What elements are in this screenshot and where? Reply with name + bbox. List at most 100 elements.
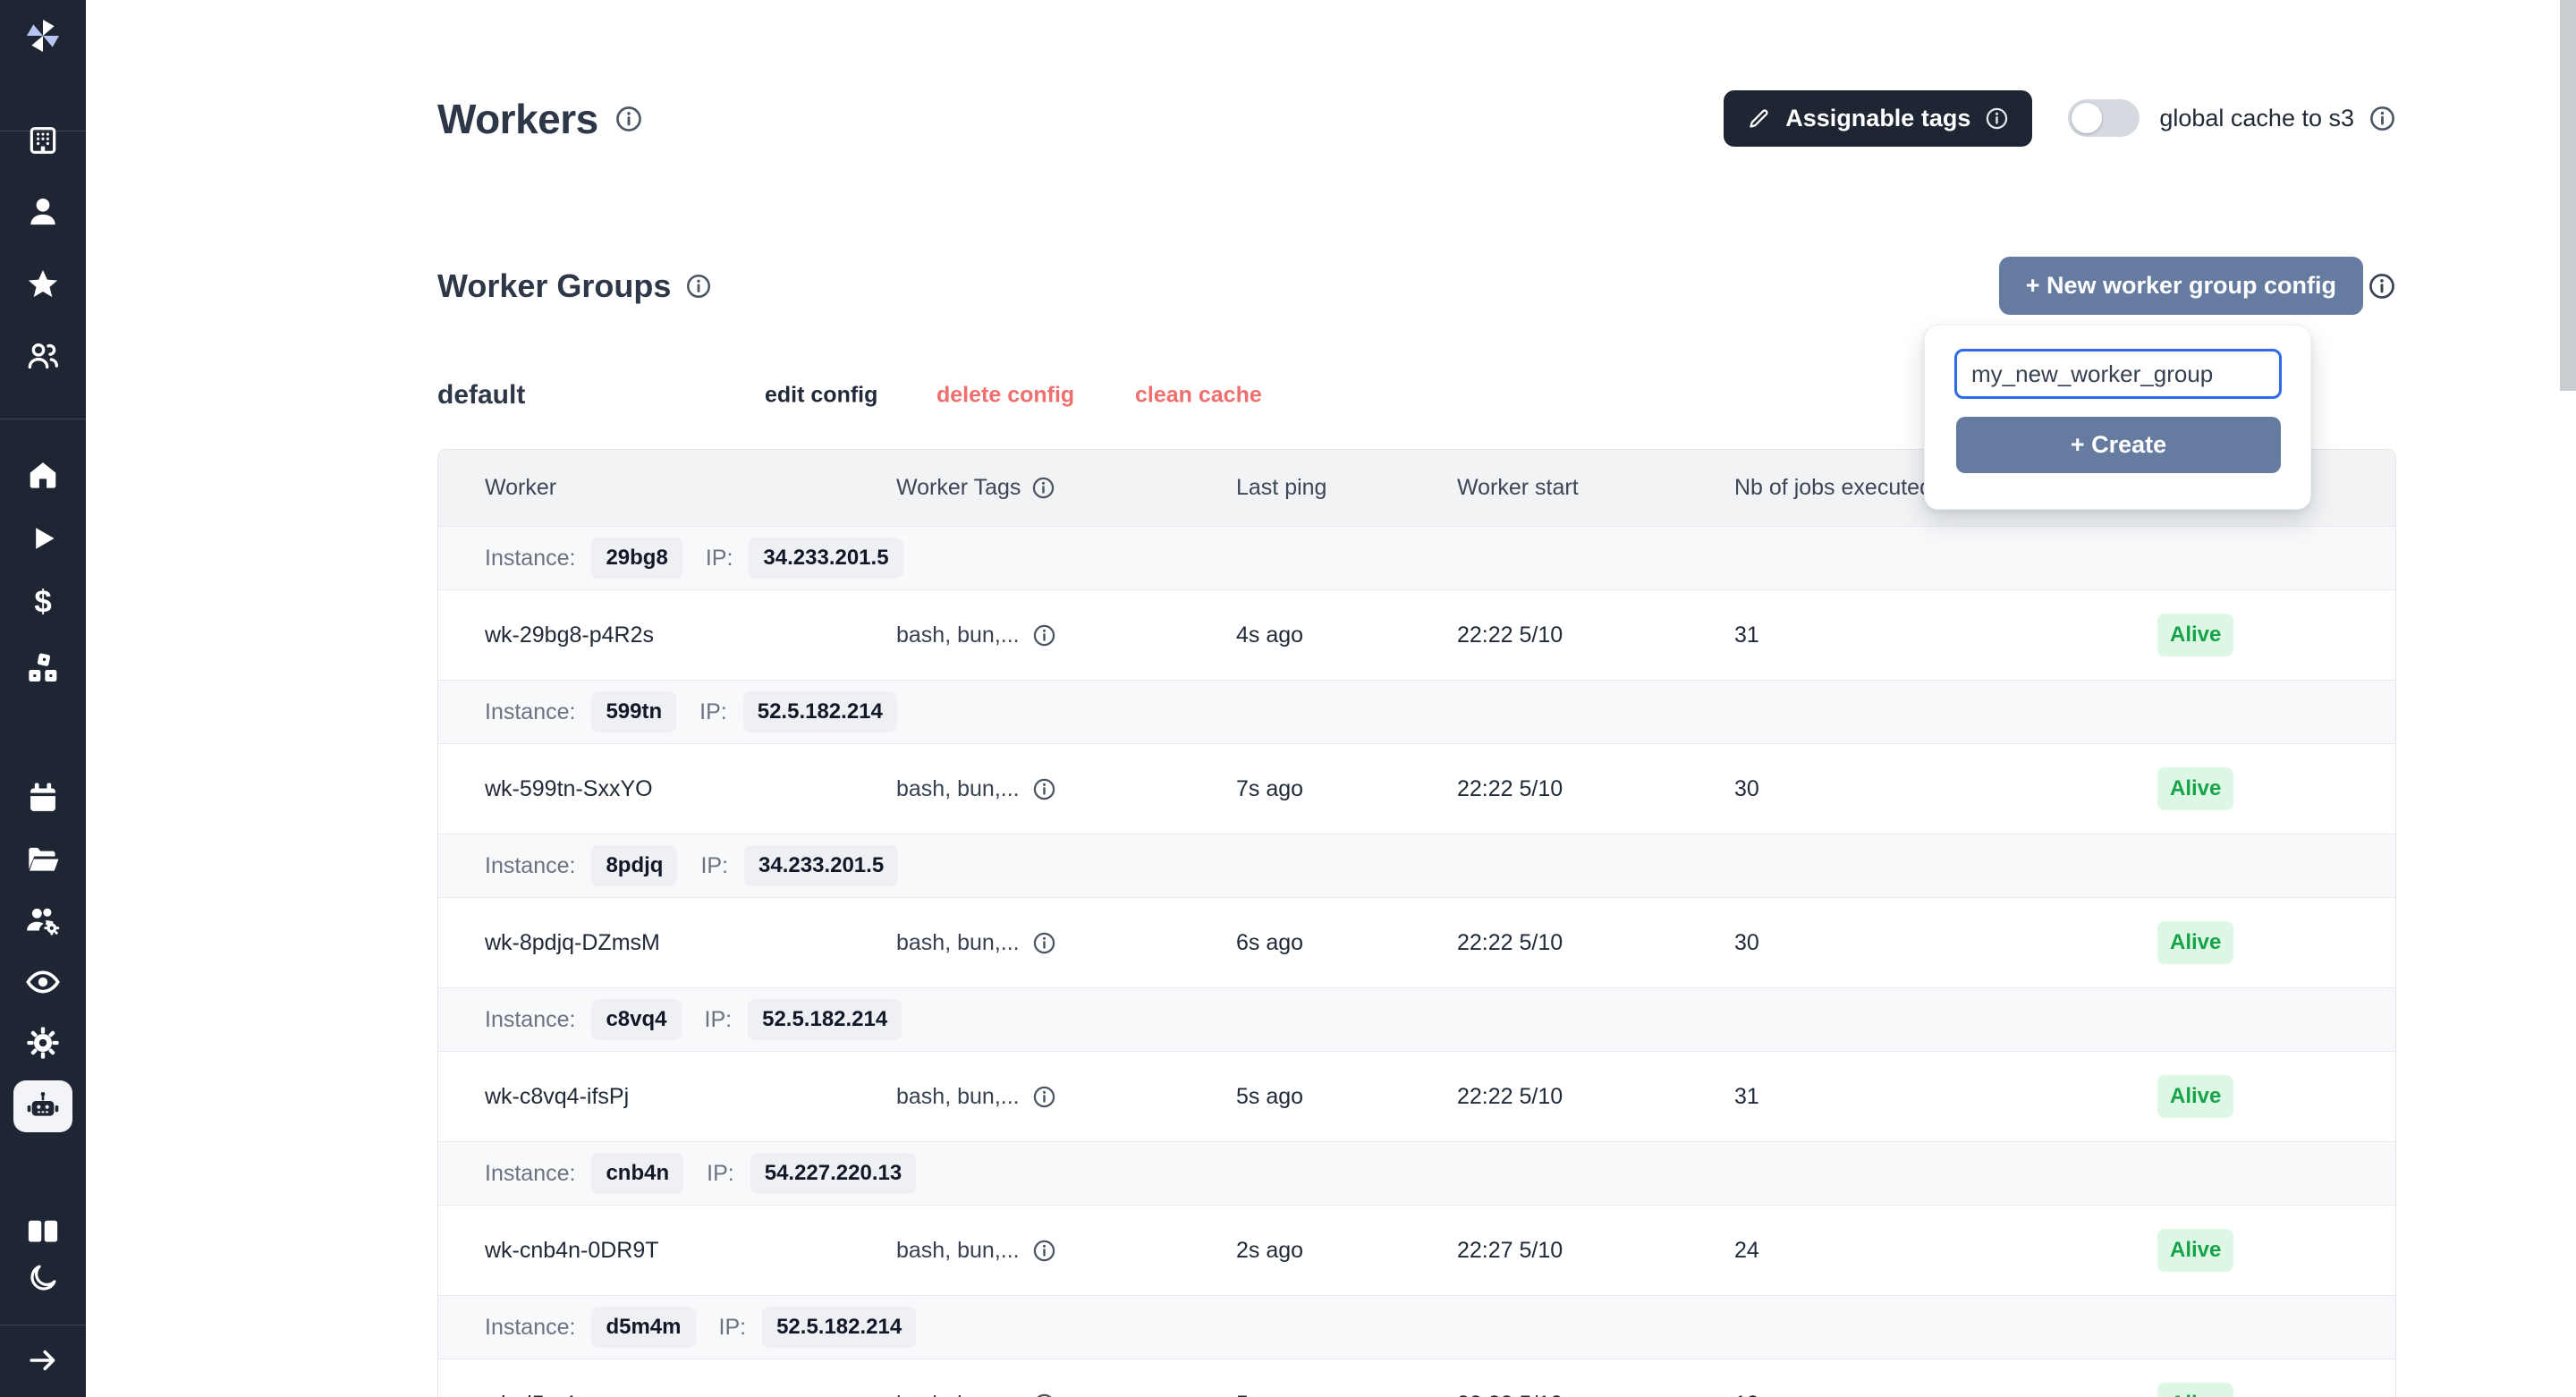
instance-row: Instance: d5m4m IP: 52.5.182.214 [438, 1295, 2395, 1359]
new-worker-group-config-button[interactable]: + New worker group config [1998, 257, 2363, 315]
last-ping-cell: 6s ago [1236, 929, 1304, 955]
workers-table: Worker Worker Tags Last ping Worker star… [437, 449, 2396, 1397]
main-content: Workers Assignable tags global cache to … [437, 0, 2396, 1397]
worker-start-cell: 22:22 5/10 [1457, 775, 1563, 801]
instance-row: Instance: cnb4n IP: 54.227.220.13 [438, 1141, 2395, 1206]
instance-label: Instance: [485, 852, 576, 878]
sidebar-item-variables[interactable] [15, 579, 71, 627]
clean-cache-button[interactable]: clean cache [1135, 382, 1262, 408]
instance-label: Instance: [485, 1006, 576, 1032]
worker-name: wk-599tn-SxxYO [485, 775, 653, 801]
worker-tags-text: bash, bun,... [896, 1237, 1020, 1263]
instance-label: Instance: [485, 545, 576, 571]
worker-name: wk-cnb4n-0DR9T [485, 1237, 659, 1263]
group-actions-row: default edit config delete config clean … [437, 367, 2396, 424]
worker-group-name-input[interactable] [1954, 349, 2282, 399]
worker-name: wk-29bg8-p4R2s [485, 622, 654, 648]
sidebar [0, 0, 86, 1397]
ip-badge: 52.5.182.214 [762, 1307, 917, 1348]
page-title: Workers [437, 96, 598, 142]
status-badge: Alive [2157, 921, 2234, 964]
new-worker-group-popover: + Create [1924, 325, 2311, 510]
windmill-logo[interactable] [15, 12, 71, 60]
column-header-jobs: Nb of jobs executed [1734, 475, 1932, 500]
sidebar-item-dark-mode[interactable] [15, 1254, 71, 1302]
tags-info-icon[interactable] [1032, 623, 1056, 648]
page-header: Workers [437, 95, 643, 143]
vertical-scrollbar[interactable] [2560, 0, 2576, 391]
last-ping-cell: 2s ago [1236, 1237, 1304, 1263]
toggle-knob [2072, 103, 2103, 133]
global-cache-label: global cache to s3 [2159, 104, 2354, 131]
sidebar-item-groups[interactable] [15, 896, 71, 944]
tags-info-icon[interactable] [1032, 777, 1056, 801]
ip-label: IP: [699, 698, 727, 724]
jobs-count-cell: 30 [1734, 929, 1759, 955]
sidebar-item-user[interactable] [15, 188, 71, 236]
assignable-tags-label: Assignable tags [1785, 104, 1971, 131]
column-header-worker-tags: Worker Tags [896, 475, 1236, 501]
worker-row: wk-d5m4m-… bash, bun,... 5s ago 22:22 5/… [438, 1359, 2395, 1397]
instance-id-badge: 29bg8 [591, 538, 682, 579]
jobs-count-cell: 31 [1734, 1083, 1759, 1109]
sidebar-item-favorites[interactable] [15, 260, 71, 309]
sidebar-item-runs[interactable] [15, 514, 71, 563]
worker-start-cell: 22:22 5/10 [1457, 929, 1563, 955]
new-config-info-icon[interactable] [2368, 272, 2396, 301]
worker-tags-text: bash, bun,... [896, 929, 1020, 955]
worker-start-cell: 22:22 5/10 [1457, 622, 1563, 648]
worker-row: wk-c8vq4-ifsPj bash, bun,... 5s ago 22:2… [438, 1052, 2395, 1141]
status-badge: Alive [2157, 1075, 2234, 1118]
delete-config-button[interactable]: delete config [936, 382, 1075, 408]
jobs-count-cell: 24 [1734, 1237, 1759, 1263]
worker-start-cell: 22:27 5/10 [1457, 1237, 1563, 1263]
instance-row: Instance: 8pdjq IP: 34.233.201.5 [438, 834, 2395, 898]
sidebar-item-settings[interactable] [15, 1019, 71, 1067]
ip-badge: 34.233.201.5 [744, 845, 899, 886]
workers-info-icon[interactable] [614, 105, 643, 133]
last-ping-cell: 5s ago [1236, 1083, 1304, 1109]
tags-info-icon[interactable] [1032, 1393, 1056, 1397]
sidebar-item-resources[interactable] [15, 645, 71, 693]
worker-groups-info-icon[interactable] [685, 273, 712, 300]
ip-label: IP: [707, 1160, 734, 1186]
instance-id-badge: 599tn [591, 691, 677, 732]
pencil-icon [1747, 106, 1771, 131]
worker-name: wk-d5m4m-… [485, 1392, 896, 1397]
worker-tags-cell: bash, bun,... [896, 1238, 1236, 1264]
tags-info-icon[interactable] [1032, 1085, 1056, 1109]
sidebar-item-schedules[interactable] [15, 774, 71, 822]
sidebar-item-home[interactable] [15, 451, 71, 499]
sidebar-item-members[interactable] [15, 332, 71, 380]
worker-start-cell: 22:22 5/10 [1457, 1392, 1734, 1397]
instance-id-badge: 8pdjq [591, 845, 678, 886]
assignable-tags-button[interactable]: Assignable tags [1724, 89, 2033, 147]
tags-info-icon[interactable] [1032, 931, 1056, 955]
sidebar-item-docs[interactable] [15, 1207, 71, 1256]
worker-tags-cell: bash, bun,... [896, 1392, 1236, 1397]
sidebar-expand-button[interactable] [15, 1336, 71, 1384]
jobs-count-cell: 31 [1734, 622, 1759, 648]
worker-tags-text: bash, bun,... [896, 1392, 1020, 1397]
tags-info-icon[interactable] [1032, 1239, 1056, 1263]
ip-badge: 52.5.182.214 [748, 999, 902, 1040]
sidebar-item-workers[interactable] [13, 1080, 72, 1132]
sidebar-item-audit-logs[interactable] [15, 958, 71, 1006]
column-header-worker: Worker [485, 475, 557, 500]
sidebar-item-folders[interactable] [15, 835, 71, 884]
ip-label: IP: [700, 852, 729, 878]
worker-tags-text: bash, bun,... [896, 775, 1020, 801]
worker-tags-text: bash, bun,... [896, 622, 1020, 648]
worker-start-cell: 22:22 5/10 [1457, 1083, 1563, 1109]
group-name: default [437, 380, 526, 410]
worker-tags-info-icon[interactable] [1031, 476, 1055, 500]
global-cache-info-icon[interactable] [2368, 105, 2396, 132]
edit-config-button[interactable]: edit config [765, 382, 878, 408]
sidebar-item-workspace[interactable] [15, 116, 71, 165]
create-worker-group-button[interactable]: + Create [1956, 417, 2281, 473]
global-cache-toggle[interactable] [2068, 99, 2140, 137]
worker-name: wk-8pdjq-DZmsM [485, 929, 660, 955]
instance-label: Instance: [485, 1314, 576, 1340]
worker-row: wk-29bg8-p4R2s bash, bun,... 4s ago 22:2… [438, 590, 2395, 680]
ip-badge: 54.227.220.13 [750, 1153, 917, 1194]
